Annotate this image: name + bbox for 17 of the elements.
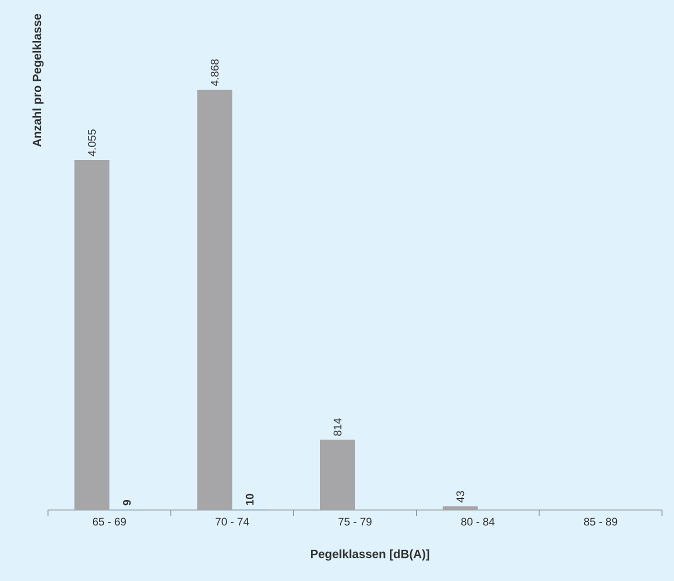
data-label: 814 [334,418,342,436]
x-tick-label: 65 - 69 [92,518,126,526]
x-tick-label: 70 - 74 [216,518,249,526]
bar [197,90,232,510]
x-tick-label: 75 - 79 [338,518,372,526]
x-tick-label: 80 - 84 [461,518,495,526]
data-label: 4.055 [88,130,96,156]
y-axis-title: Anzahl pro Pegelklasse [32,14,44,147]
bar [320,440,356,510]
data-label: 10 [246,494,254,505]
data-label: 4.868 [210,59,219,86]
x-axis-title: Pegelklassen [dB(A)] [311,549,430,561]
data-label: 43 [456,491,464,503]
bar [442,506,478,510]
x-tick-label: 85 - 89 [584,518,618,526]
bar [74,160,110,510]
data-label: 9 [123,500,131,506]
